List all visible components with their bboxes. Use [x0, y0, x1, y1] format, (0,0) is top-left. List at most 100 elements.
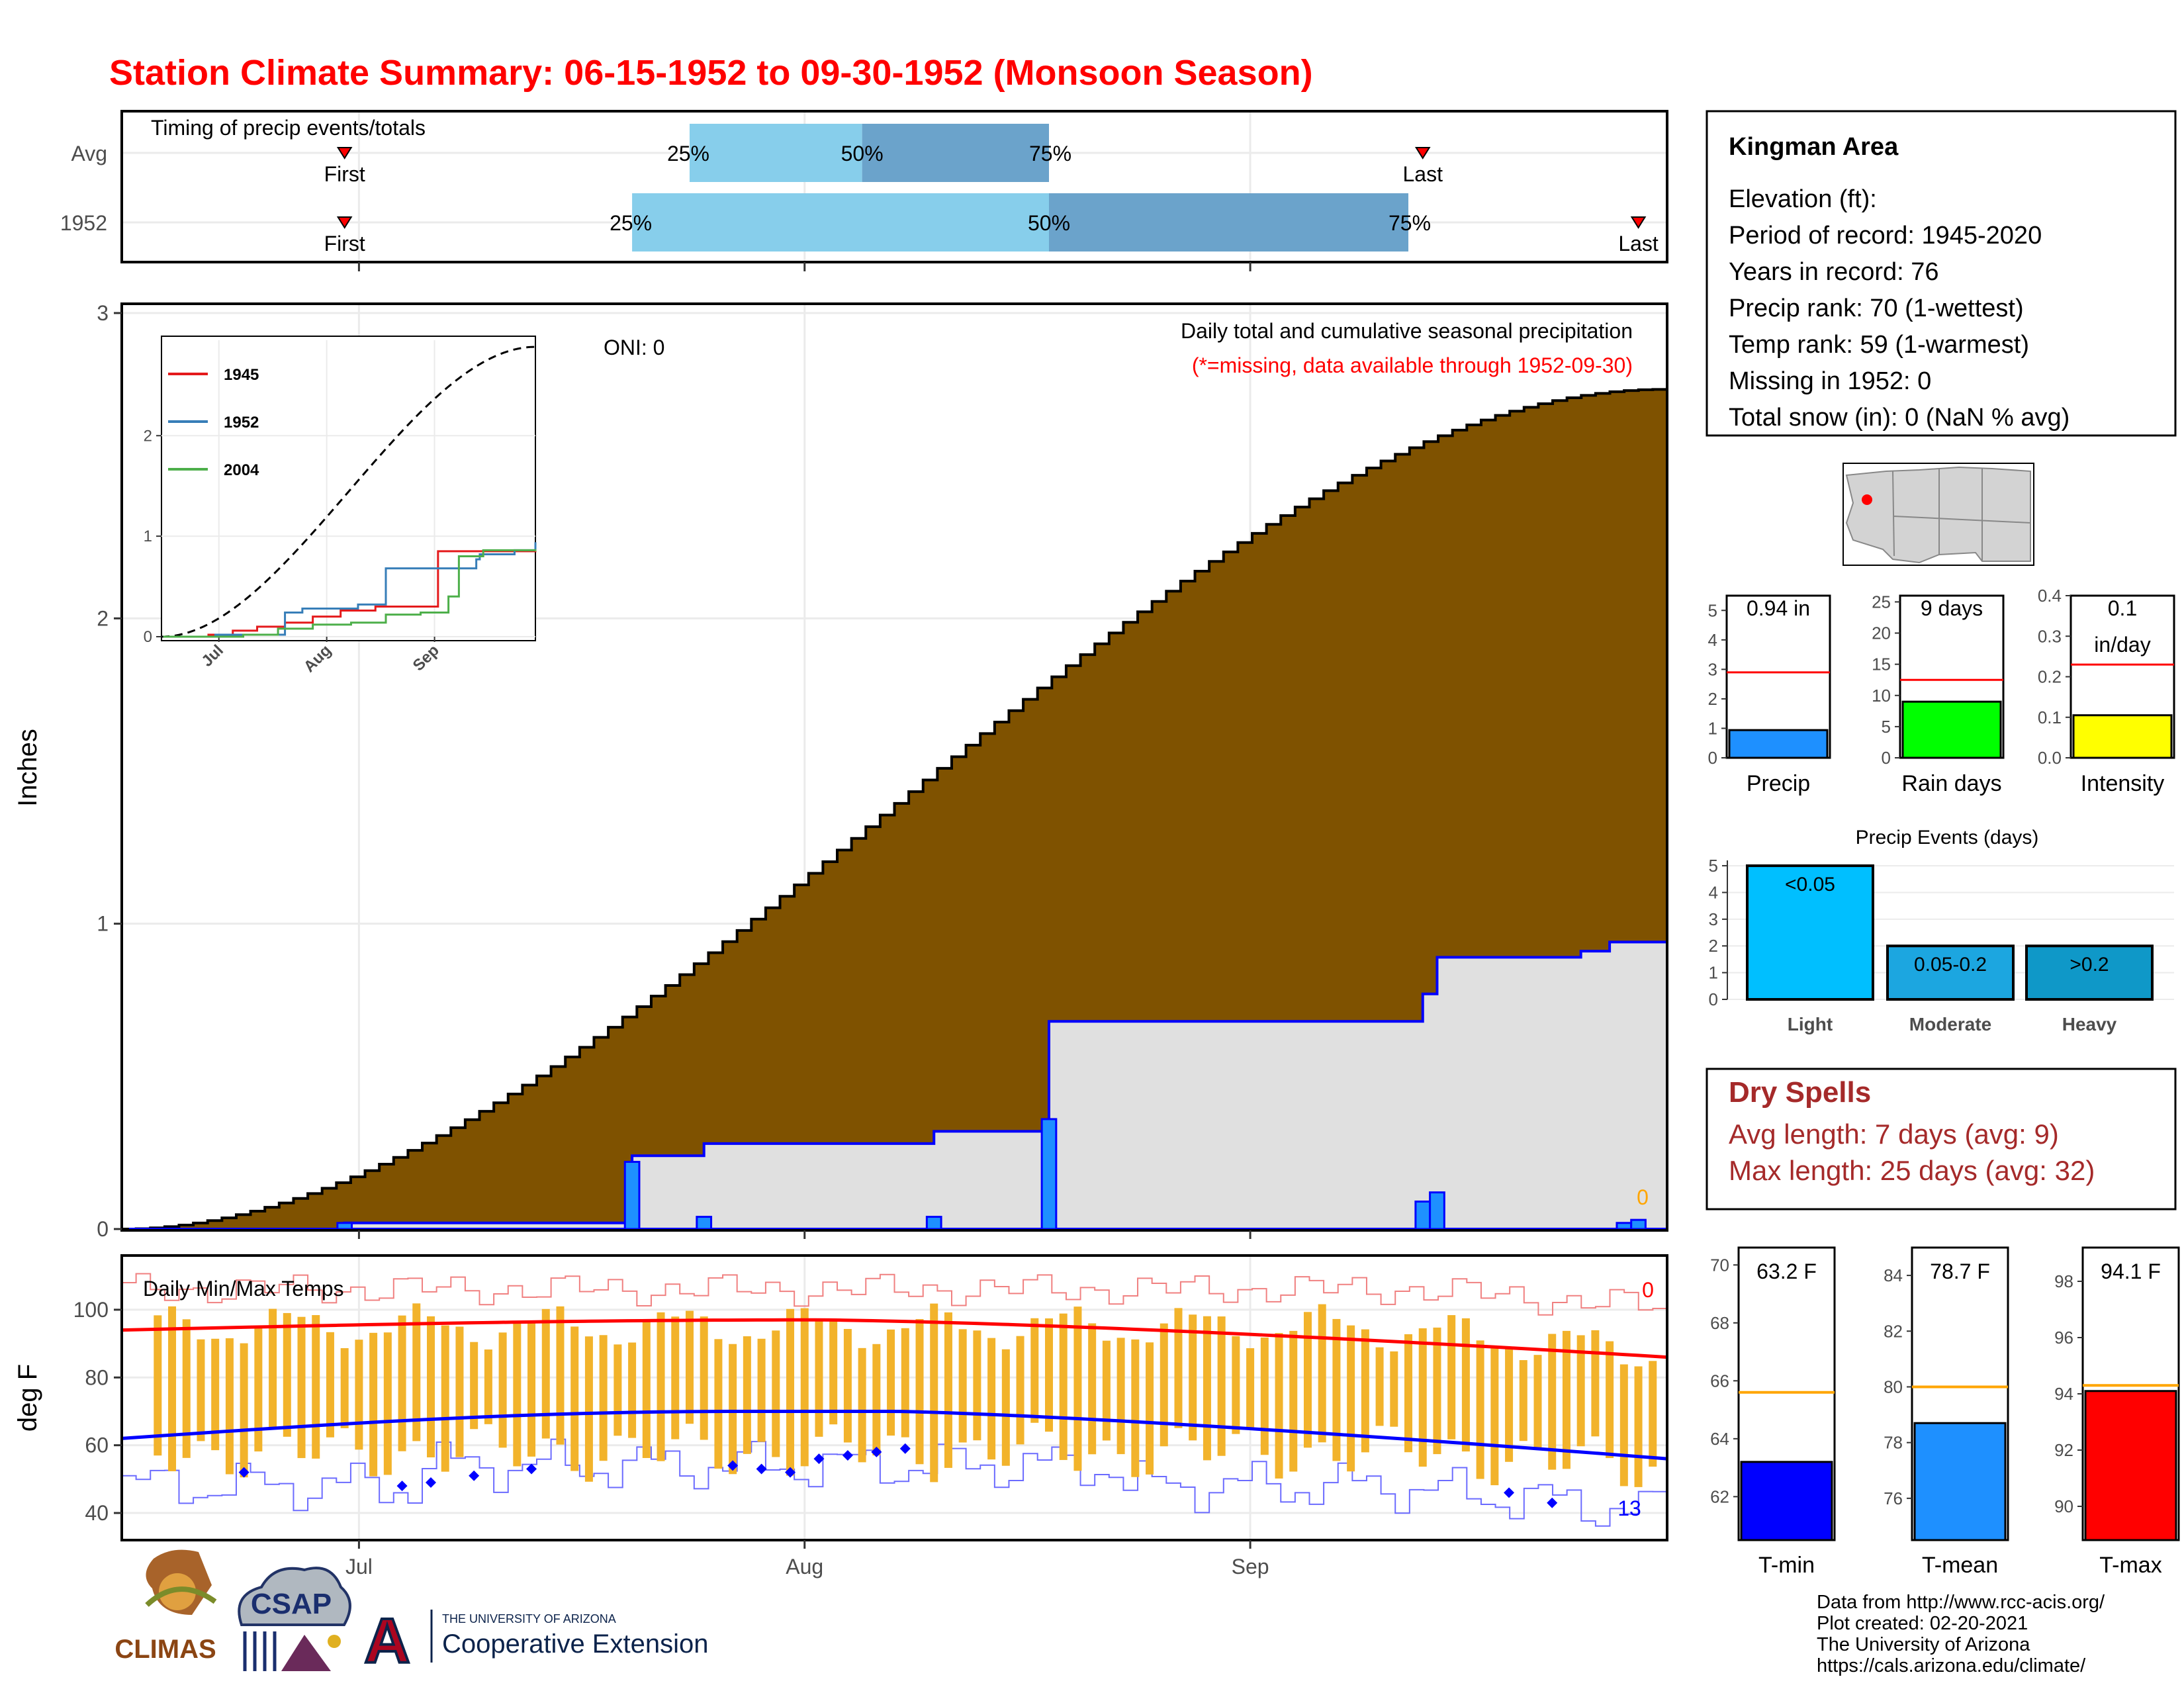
daily-temp-bar — [470, 1342, 478, 1430]
timing-row-year-label: 1952 — [60, 211, 107, 235]
timing-panel: 25% 50% 75% First Last 25% 50% 75% First Last Tim… — [60, 110, 1668, 263]
mini-value-bar — [2072, 714, 2173, 759]
dry-spells-title: Dry Spells — [1729, 1076, 1871, 1109]
daily-temp-bar — [1606, 1341, 1614, 1459]
temp-value-label: 94.1 F — [2101, 1259, 2161, 1283]
daily-temp-bar — [599, 1335, 608, 1461]
daily-temp-bar — [513, 1322, 522, 1467]
mini-ytick-label: 0.3 — [2038, 626, 2062, 646]
daily-temp-bar — [556, 1306, 565, 1445]
events-category-label: Light — [1788, 1014, 1833, 1034]
inset-series-1952 — [163, 542, 537, 638]
daily-temp-bar — [1576, 1335, 1585, 1447]
record-low-marker — [899, 1443, 911, 1454]
daily-temp-bar — [1476, 1340, 1484, 1479]
ua-small-text: THE UNIVERSITY OF ARIZONA — [442, 1612, 616, 1625]
temp-chart-ytick-label: 96 — [2054, 1328, 2073, 1348]
inset-series-2004 — [163, 549, 537, 638]
mini-ytick-label: 2 — [1708, 689, 1717, 709]
temp-value-bar — [1740, 1461, 1833, 1541]
x-tick-label: Sep — [1232, 1555, 1269, 1578]
record-low-marker — [756, 1463, 767, 1475]
daily-temp-bar — [527, 1322, 536, 1457]
inset-legend-label: 1945 — [224, 366, 259, 384]
daily-temp-bar — [786, 1308, 795, 1476]
daily-temp-bar — [685, 1310, 694, 1424]
daily-temp-bar — [570, 1326, 579, 1471]
temp-value-label: 78.7 F — [1930, 1259, 1990, 1283]
mini-ytick-label: 20 — [1872, 623, 1891, 643]
daily-temp-bar — [1447, 1315, 1456, 1440]
daily-temp-bar — [743, 1336, 751, 1454]
precip-ylabel: Inches — [13, 729, 42, 807]
daily-temp-bar — [700, 1316, 708, 1440]
daily-temp-bar — [1203, 1316, 1211, 1461]
daily-temp-bar — [872, 1344, 881, 1456]
precip-ytick-label: 3 — [97, 301, 109, 325]
x-tick-label: Aug — [786, 1555, 823, 1578]
daily-temp-bar — [1433, 1327, 1441, 1455]
daily-temp-bar — [642, 1320, 651, 1458]
credit-line-1: Data from http://www.rcc-acis.org/ — [1817, 1592, 2105, 1613]
record-low-marker — [526, 1463, 537, 1475]
climas-logo-text: CLIMAS — [114, 1635, 216, 1664]
temp-chart-ytick-label: 78 — [1884, 1433, 1903, 1453]
daily-temp-bar — [355, 1340, 363, 1450]
daily-precip-bar — [336, 1222, 353, 1230]
station-info-line: Elevation (ft): — [1729, 185, 1877, 213]
precip-events-chart: Precip Events (days) 0 1 2 3 4 5 <0.05 Light 0.0… — [1709, 827, 2174, 1034]
events-bar-label: >0.2 — [2070, 954, 2109, 976]
daily-temp-bar — [1375, 1347, 1384, 1426]
daily-temp-bar — [757, 1338, 766, 1442]
daily-temp-bar — [714, 1339, 723, 1469]
mini-ytick-label: 0.1 — [2038, 708, 2062, 727]
temp-chart-ytick-label: 62 — [1710, 1486, 1729, 1506]
credit-line-4: https://cals.arizona.edu/climate/ — [1817, 1655, 2086, 1676]
events-bar-label: 0.05-0.2 — [1914, 954, 1987, 976]
timing-last-label: Last — [1403, 162, 1443, 186]
record-low-marker — [871, 1446, 882, 1457]
events-ytick-label: 5 — [1709, 856, 1718, 876]
mini-chart-label: Intensity — [2081, 771, 2165, 796]
events-ytick-label: 4 — [1709, 882, 1718, 902]
ua-big-text: Cooperative Extension — [442, 1629, 708, 1659]
record-low-marker — [813, 1453, 825, 1465]
daily-temp-bar — [1505, 1349, 1514, 1462]
university-of-arizona-logo: A THE UNIVERSITY OF ARIZONA Cooperative … — [361, 1604, 708, 1678]
daily-temp-bar — [269, 1308, 277, 1430]
temp-chart-ytick-label: 94 — [2054, 1384, 2073, 1404]
temp-chart-ytick-label: 92 — [2054, 1440, 2073, 1460]
mini-ytick-label: 0 — [1708, 748, 1717, 768]
daily-temp-bar — [541, 1308, 550, 1439]
avg-cumulative-area — [122, 388, 1668, 1230]
record-min-line — [122, 1438, 1667, 1527]
daily-temp-bar — [671, 1316, 680, 1440]
precip-ytick-label: 0 — [97, 1217, 109, 1241]
missing-count: 0 — [1637, 1185, 1649, 1209]
daily-temp-bar — [1217, 1316, 1226, 1456]
temp-chart-ytick-label: 84 — [1884, 1265, 1903, 1285]
mini-value-label: 9 days — [1921, 596, 1983, 620]
timing-label: Timing of precip events/totals — [151, 116, 426, 140]
mini-ytick-label: 10 — [1872, 686, 1891, 706]
daily-temp-bar — [584, 1336, 593, 1482]
daily-temp-bar — [1102, 1340, 1111, 1441]
daily-temp-bar — [297, 1316, 306, 1459]
temp-value-label: 63.2 F — [1756, 1259, 1817, 1283]
daily-temp-bar — [1001, 1349, 1010, 1466]
mini-ytick-label: 4 — [1708, 630, 1717, 650]
daily-temp-bar — [1619, 1364, 1628, 1486]
daily-temp-bar — [254, 1327, 263, 1452]
temp-value-bar — [1913, 1422, 2007, 1541]
events-ytick-label: 2 — [1709, 936, 1718, 956]
daily-temp-bar — [326, 1332, 334, 1438]
page-title: Station Climate Summary: 06-15-1952 to 0… — [109, 53, 1313, 93]
timing-p75-label: 75% — [1029, 142, 1071, 165]
inset-ytick-label: 1 — [144, 527, 152, 545]
timing-first-marker — [336, 216, 353, 229]
daily-temp-bar — [614, 1344, 622, 1436]
mini-ytick-label: 0 — [1882, 748, 1891, 768]
daily-temp-bar — [628, 1342, 637, 1438]
daily-temp-bar — [1260, 1337, 1269, 1455]
